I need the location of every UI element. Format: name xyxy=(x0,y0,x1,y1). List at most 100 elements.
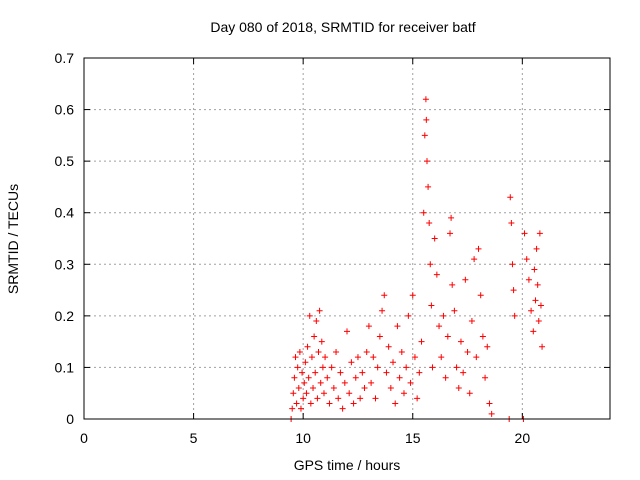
data-point xyxy=(341,379,348,386)
data-point xyxy=(317,379,324,386)
data-point xyxy=(409,292,416,299)
y-tick-label: 0.1 xyxy=(55,359,75,375)
data-point xyxy=(330,385,337,392)
data-point xyxy=(314,395,321,402)
data-point xyxy=(451,307,458,314)
data-point xyxy=(310,385,317,392)
data-point xyxy=(311,333,318,340)
data-point xyxy=(466,390,473,397)
plot-frame xyxy=(83,57,611,420)
data-point xyxy=(509,261,516,268)
x-tick-label: 5 xyxy=(190,430,198,446)
data-point xyxy=(320,390,327,397)
data-point xyxy=(307,400,314,407)
data-point xyxy=(385,343,392,350)
data-point xyxy=(440,312,447,319)
data-point xyxy=(460,369,467,376)
data-point xyxy=(350,400,357,407)
y-tick-label: 0.7 xyxy=(55,50,75,66)
tick-labels: 0 5 10 15 20 0 0.1 0.2 0.3 0.4 0.5 0.6 0.7 xyxy=(55,50,531,446)
data-point xyxy=(348,359,355,366)
data-point xyxy=(448,214,455,221)
data-point xyxy=(352,374,359,381)
data-point xyxy=(477,292,484,299)
data-point xyxy=(473,354,480,361)
data-point xyxy=(511,312,518,319)
data-point xyxy=(302,359,309,366)
data-point xyxy=(425,183,432,190)
data-point xyxy=(407,379,414,386)
data-point xyxy=(532,297,539,304)
data-point xyxy=(376,333,383,340)
data-points xyxy=(288,96,546,422)
data-point xyxy=(428,302,435,309)
x-tick-label: 10 xyxy=(295,430,311,446)
data-point xyxy=(297,405,304,412)
data-point xyxy=(293,400,300,407)
data-point xyxy=(290,390,297,397)
data-point xyxy=(455,385,462,392)
data-point xyxy=(316,307,323,314)
data-point xyxy=(422,96,429,103)
data-point xyxy=(471,256,478,263)
data-point xyxy=(387,385,394,392)
data-point xyxy=(426,220,433,227)
data-point xyxy=(322,354,329,361)
data-point xyxy=(379,307,386,314)
data-point xyxy=(344,328,350,335)
data-point xyxy=(333,348,340,355)
data-point xyxy=(453,364,460,371)
data-point xyxy=(319,364,326,371)
data-point xyxy=(292,354,299,361)
data-point xyxy=(381,292,388,299)
data-point xyxy=(326,400,333,407)
data-point xyxy=(433,271,440,278)
data-point xyxy=(421,132,428,139)
data-point xyxy=(313,318,320,325)
data-point xyxy=(427,261,434,268)
y-tick-label: 0.2 xyxy=(55,308,75,324)
data-point xyxy=(306,312,313,319)
data-point xyxy=(339,405,346,412)
chart-title: Day 080 of 2018, SRMTID for receiver bat… xyxy=(210,19,475,35)
data-point xyxy=(308,354,315,361)
data-point xyxy=(444,333,451,340)
x-tick-label: 0 xyxy=(80,430,88,446)
data-point xyxy=(423,116,430,123)
data-point xyxy=(398,348,405,355)
x-axis-title: GPS time / hours xyxy=(294,457,401,473)
data-point xyxy=(301,379,308,386)
data-point xyxy=(299,369,306,376)
data-point xyxy=(346,390,353,397)
data-point xyxy=(318,338,325,345)
data-point xyxy=(423,158,430,165)
x-tick-label: 20 xyxy=(515,430,531,446)
data-point xyxy=(296,348,303,355)
data-point xyxy=(295,385,302,392)
data-point xyxy=(429,364,436,371)
data-point xyxy=(457,338,464,345)
data-point xyxy=(507,194,514,201)
data-point xyxy=(403,364,410,371)
data-point xyxy=(510,287,517,294)
data-point xyxy=(438,354,445,361)
data-point xyxy=(363,348,370,355)
data-point xyxy=(535,318,542,325)
data-point xyxy=(539,343,546,350)
data-point xyxy=(372,395,379,402)
data-point xyxy=(405,312,412,319)
data-point xyxy=(436,323,443,330)
data-point xyxy=(335,395,342,402)
y-axis-title: SRMTID / TECUs xyxy=(5,184,21,294)
data-point xyxy=(449,281,456,288)
data-point xyxy=(414,395,421,402)
data-point xyxy=(523,256,530,263)
data-point xyxy=(537,302,544,309)
y-tick-label: 0.4 xyxy=(55,205,75,221)
data-point xyxy=(354,354,361,361)
data-point xyxy=(508,220,515,227)
y-tick-label: 0.3 xyxy=(55,256,75,272)
data-point xyxy=(374,364,381,371)
data-point xyxy=(365,323,372,330)
